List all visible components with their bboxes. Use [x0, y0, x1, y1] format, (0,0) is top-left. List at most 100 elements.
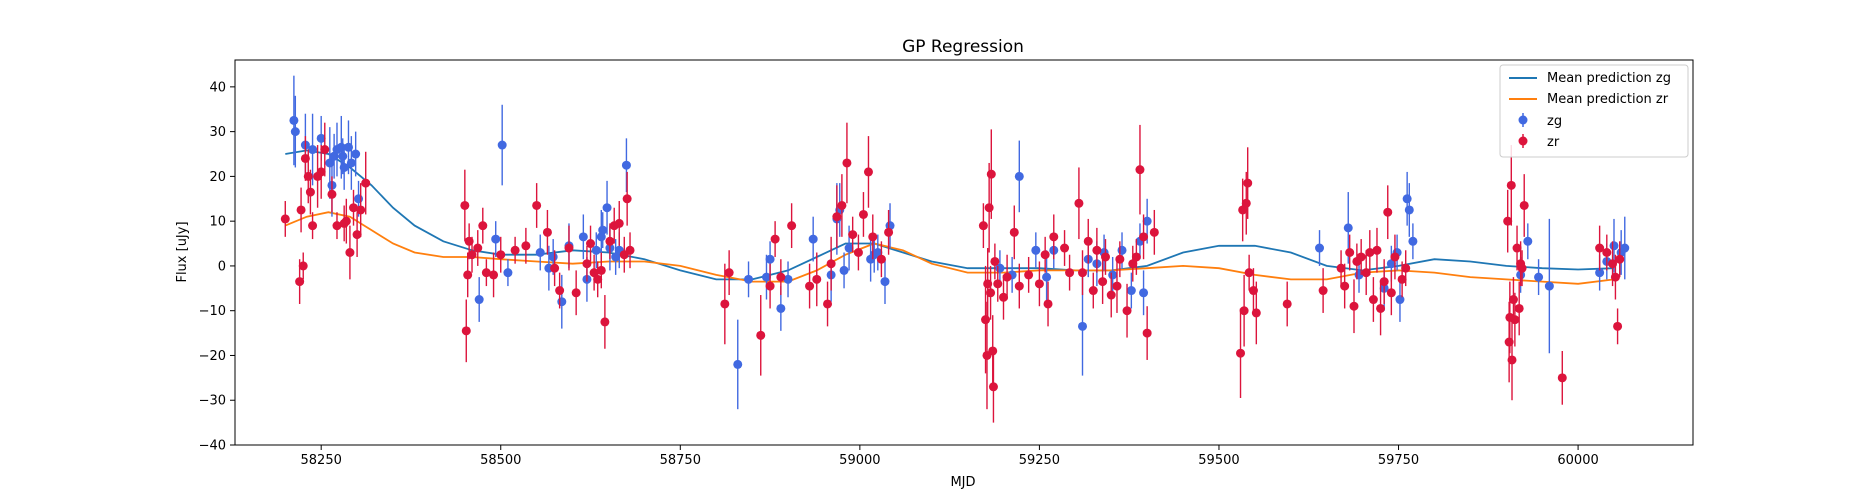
data-point-zr — [1043, 299, 1053, 309]
data-point-zr — [1092, 245, 1102, 255]
data-point-zr — [1002, 272, 1012, 282]
data-point-zr — [1519, 200, 1529, 210]
data-point-zg — [1078, 321, 1088, 331]
data-point-zr — [467, 250, 477, 260]
data-point-zr — [1318, 286, 1328, 296]
data-point-zg — [1523, 236, 1533, 246]
data-point-zr — [460, 200, 470, 210]
data-point-zg — [844, 243, 854, 253]
data-point-zr — [826, 259, 836, 269]
data-point-zr — [1508, 295, 1518, 305]
data-point-zg — [1386, 259, 1396, 269]
data-point-zr — [720, 299, 730, 309]
data-point-zg — [776, 303, 786, 313]
data-point-zr — [1034, 279, 1044, 289]
data-point-zr — [1361, 268, 1371, 278]
data-point-zr — [1610, 272, 1620, 282]
data-point-zg — [602, 203, 612, 213]
data-point-zr — [986, 169, 996, 179]
data-point-zr — [625, 245, 635, 255]
data-point-zg — [474, 295, 484, 305]
data-point-zr — [461, 326, 471, 336]
data-point-zg — [354, 194, 364, 204]
mean-prediction-line-zg — [285, 149, 1615, 281]
data-point-zr — [1340, 281, 1350, 291]
data-point-zg — [1343, 223, 1353, 233]
data-point-zg — [548, 252, 558, 262]
data-point-zg — [1117, 245, 1127, 255]
data-point-zr — [1128, 259, 1138, 269]
data-point-zg — [1609, 241, 1619, 251]
data-point-zr — [868, 232, 878, 242]
legend-marker-zg — [1518, 115, 1528, 125]
data-point-zr — [298, 261, 308, 271]
data-point-zr — [1397, 274, 1407, 284]
data-point-zr — [1390, 252, 1400, 262]
data-point-zr — [1512, 243, 1522, 253]
data-point-zr — [986, 288, 996, 298]
data-point-zg — [783, 274, 793, 284]
data-point-zr — [361, 178, 371, 188]
data-point-zr — [876, 254, 886, 264]
data-point-zr — [600, 317, 610, 327]
y-tick-label: 30 — [209, 125, 226, 140]
data-point-zr — [532, 200, 542, 210]
y-axis-label: Flux [uJy] — [175, 221, 190, 282]
data-point-zr — [1376, 303, 1386, 313]
data-point-zr — [1356, 252, 1366, 262]
data-point-zg — [1108, 270, 1118, 280]
data-point-zr — [496, 250, 506, 260]
data-point-zr — [1060, 243, 1070, 253]
data-point-zr — [510, 245, 520, 255]
data-point-zg — [535, 248, 545, 257]
data-point-zr — [832, 212, 842, 222]
data-point-zg — [1595, 268, 1605, 278]
data-point-zg — [491, 234, 501, 244]
data-point-zr — [993, 279, 1003, 289]
y-tick-label: 20 — [209, 170, 226, 185]
data-point-zg — [289, 115, 299, 125]
data-point-zr — [1282, 299, 1292, 309]
x-tick-label: 59500 — [1198, 453, 1239, 468]
chart-title: GP Regression — [902, 37, 1024, 57]
data-point-zr — [1040, 250, 1050, 260]
data-point-zr — [724, 268, 734, 278]
data-point-zg — [621, 160, 631, 170]
data-point-zg — [839, 265, 849, 275]
series-zr — [280, 122, 1625, 423]
data-point-zg — [1139, 288, 1149, 298]
data-point-zr — [842, 158, 852, 168]
y-tick-label: −10 — [199, 304, 226, 319]
data-point-zr — [1238, 205, 1248, 215]
data-point-zr — [1365, 248, 1375, 257]
data-point-zg — [497, 140, 507, 150]
data-point-zg — [1620, 243, 1630, 253]
data-point-zr — [605, 236, 615, 246]
data-point-zr — [1241, 198, 1251, 208]
data-point-zr — [349, 203, 359, 213]
data-point-zr — [1517, 263, 1527, 273]
series-zg — [289, 75, 1630, 410]
data-point-zr — [978, 221, 988, 231]
data-point-zr — [582, 259, 592, 269]
data-point-zr — [1122, 306, 1132, 316]
data-point-zg — [880, 277, 890, 287]
data-point-zr — [1386, 288, 1396, 298]
data-point-zg — [1042, 272, 1052, 282]
data-point-zr — [1239, 306, 1249, 316]
data-point-zg — [1031, 245, 1041, 255]
y-axis: −40 −30 −20 −10 0 10 20 30 40 — [199, 80, 235, 454]
data-point-zr — [1142, 328, 1152, 338]
data-point-zg — [1126, 286, 1136, 296]
data-point-zr — [1139, 232, 1149, 242]
data-point-zg — [765, 254, 775, 264]
data-point-zg — [1315, 243, 1325, 253]
data-point-zr — [316, 167, 326, 177]
data-point-zr — [521, 241, 531, 251]
data-point-zg — [1408, 236, 1418, 246]
data-point-zg — [316, 133, 326, 143]
data-point-zr — [1345, 248, 1355, 257]
data-point-zg — [761, 272, 771, 282]
data-point-zr — [352, 230, 362, 240]
